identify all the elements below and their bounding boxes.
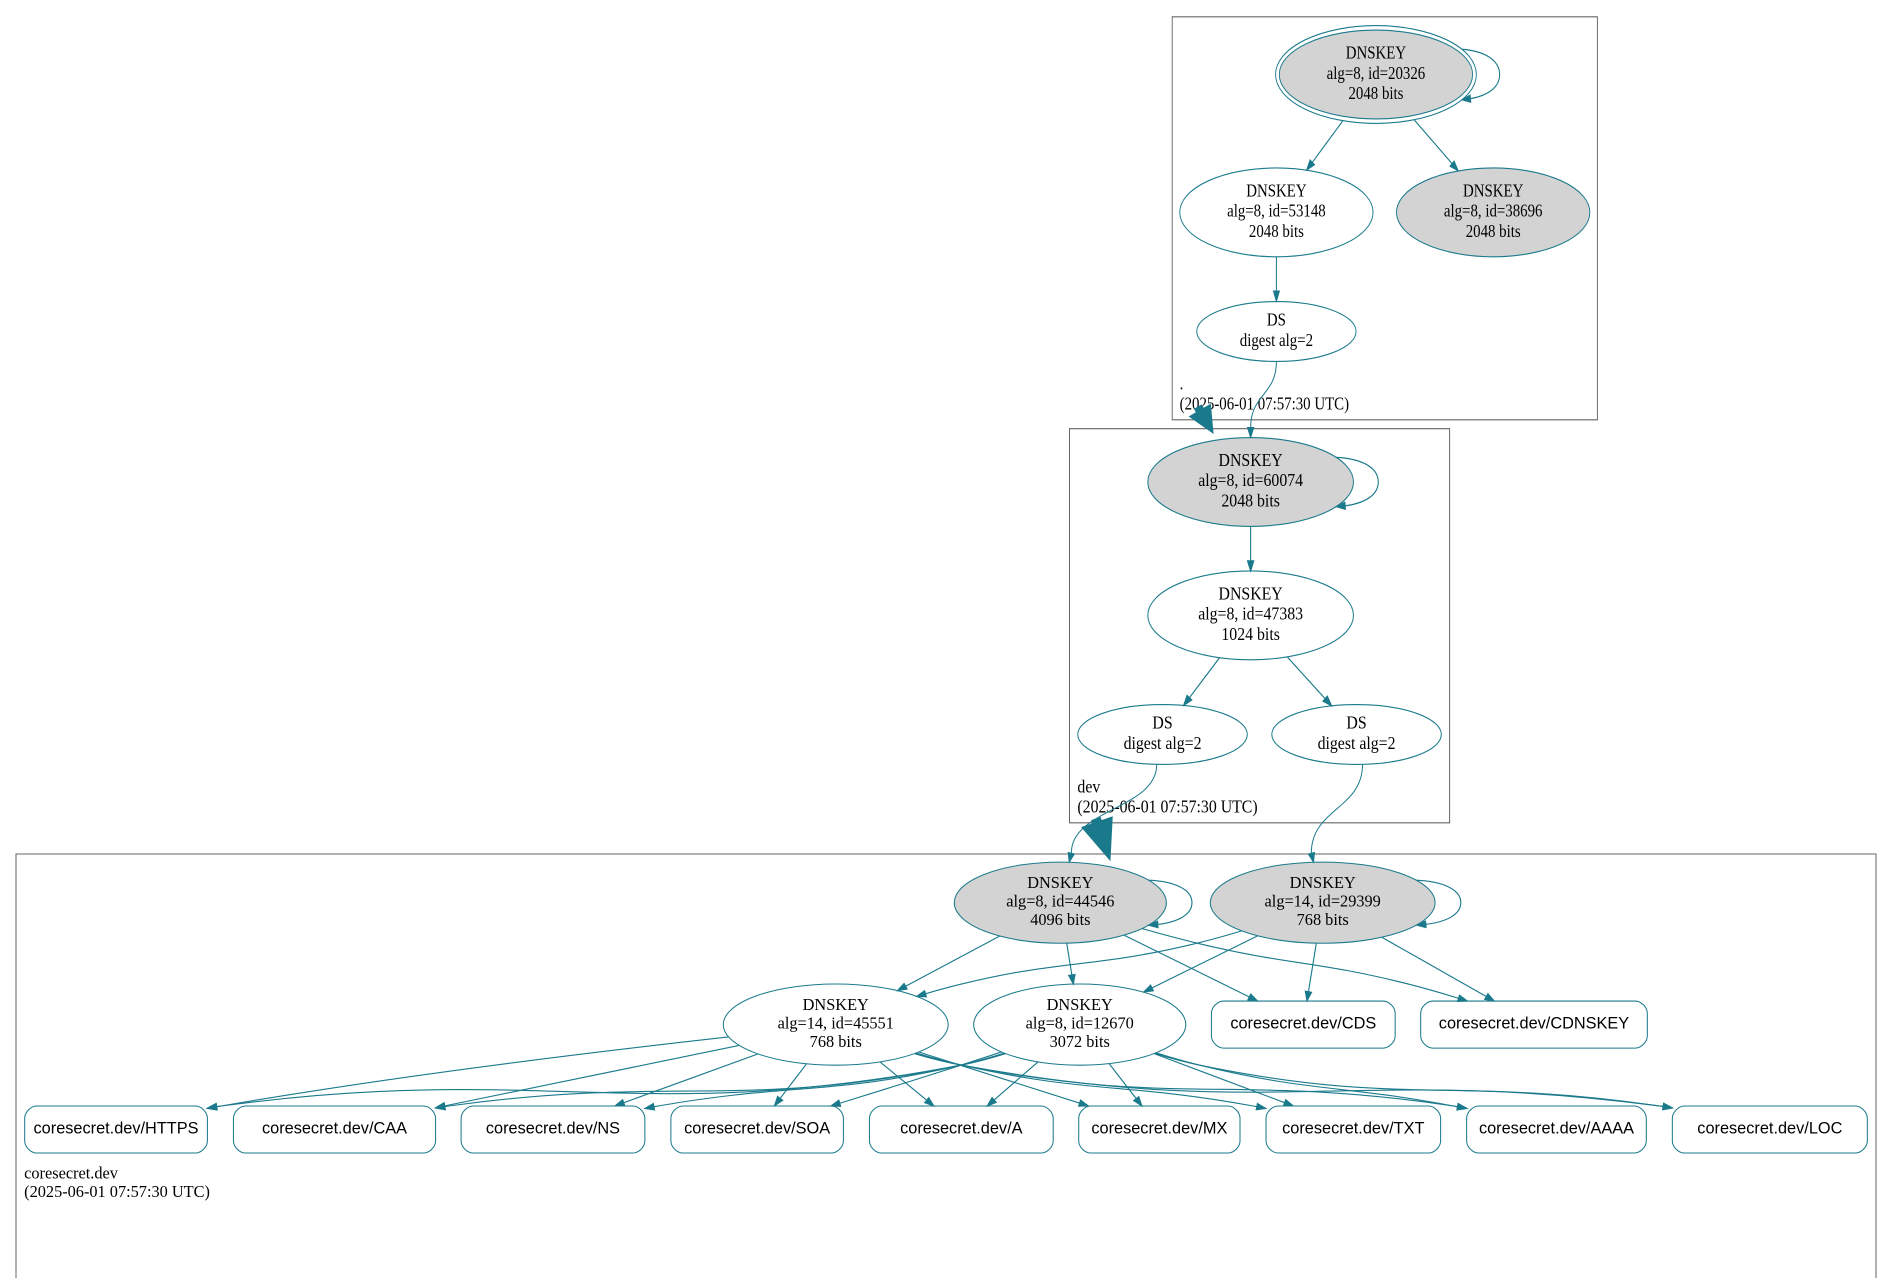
svg-text:digest alg=2: digest alg=2 (1240, 330, 1313, 351)
svg-text:coresecret.dev/CDNSKEY: coresecret.dev/CDNSKEY (1439, 1014, 1629, 1032)
svg-text:digest alg=2: digest alg=2 (1318, 733, 1396, 753)
svg-text:(2025-06-01 07:57:30 UTC): (2025-06-01 07:57:30 UTC) (24, 1182, 210, 1201)
svg-text:.: . (1180, 373, 1184, 394)
svg-text:alg=14, id=29399: alg=14, id=29399 (1265, 892, 1381, 911)
svg-text:coresecret.dev/CDS: coresecret.dev/CDS (1230, 1014, 1376, 1032)
svg-text:DS: DS (1152, 713, 1172, 733)
svg-text:coresecret.dev/CAA: coresecret.dev/CAA (262, 1119, 407, 1137)
svg-text:alg=8, id=60074: alg=8, id=60074 (1198, 470, 1303, 490)
svg-text:coresecret.dev/A: coresecret.dev/A (900, 1119, 1023, 1137)
svg-text:2048 bits: 2048 bits (1221, 490, 1279, 510)
svg-text:2048 bits: 2048 bits (1249, 220, 1304, 241)
svg-text:digest alg=2: digest alg=2 (1124, 733, 1202, 753)
svg-text:DNSKEY: DNSKEY (1219, 450, 1283, 470)
svg-text:alg=8, id=20326: alg=8, id=20326 (1327, 62, 1426, 83)
svg-text:DS: DS (1346, 713, 1366, 733)
svg-text:768 bits: 768 bits (1297, 910, 1349, 929)
svg-text:alg=8, id=38696: alg=8, id=38696 (1444, 200, 1543, 221)
svg-text:coresecret.dev/SOA: coresecret.dev/SOA (684, 1119, 830, 1137)
svg-text:DNSKEY: DNSKEY (1027, 873, 1093, 892)
svg-text:DNSKEY: DNSKEY (1047, 995, 1113, 1014)
svg-text:DNSKEY: DNSKEY (1346, 42, 1406, 63)
svg-text:coresecret.dev: coresecret.dev (24, 1163, 119, 1182)
svg-text:coresecret.dev/NS: coresecret.dev/NS (486, 1119, 620, 1137)
svg-text:coresecret.dev/HTTPS: coresecret.dev/HTTPS (34, 1119, 199, 1137)
svg-text:alg=14, id=45551: alg=14, id=45551 (778, 1013, 894, 1032)
svg-text:coresecret.dev/TXT: coresecret.dev/TXT (1282, 1119, 1424, 1137)
svg-text:2048 bits: 2048 bits (1348, 83, 1403, 104)
svg-text:coresecret.dev/AAAA: coresecret.dev/AAAA (1479, 1119, 1634, 1137)
svg-text:dev: dev (1077, 776, 1100, 796)
svg-text:DNSKEY: DNSKEY (1463, 180, 1523, 201)
svg-text:alg=8, id=12670: alg=8, id=12670 (1026, 1013, 1134, 1032)
svg-text:DS: DS (1267, 309, 1286, 330)
svg-text:1024 bits: 1024 bits (1221, 624, 1279, 644)
svg-text:coresecret.dev/MX: coresecret.dev/MX (1091, 1119, 1227, 1137)
svg-text:4096 bits: 4096 bits (1030, 910, 1090, 929)
svg-text:DNSKEY: DNSKEY (1290, 873, 1356, 892)
svg-text:DNSKEY: DNSKEY (1219, 584, 1283, 604)
svg-text:2048 bits: 2048 bits (1466, 220, 1521, 241)
svg-text:DNSKEY: DNSKEY (1246, 180, 1306, 201)
svg-text:3072 bits: 3072 bits (1050, 1032, 1110, 1051)
svg-text:alg=8, id=44546: alg=8, id=44546 (1006, 892, 1114, 911)
svg-text:768 bits: 768 bits (810, 1032, 862, 1051)
svg-text:alg=8, id=47383: alg=8, id=47383 (1198, 604, 1303, 624)
svg-text:DNSKEY: DNSKEY (803, 995, 869, 1014)
svg-text:coresecret.dev/LOC: coresecret.dev/LOC (1697, 1119, 1842, 1137)
svg-text:alg=8, id=53148: alg=8, id=53148 (1227, 200, 1326, 221)
